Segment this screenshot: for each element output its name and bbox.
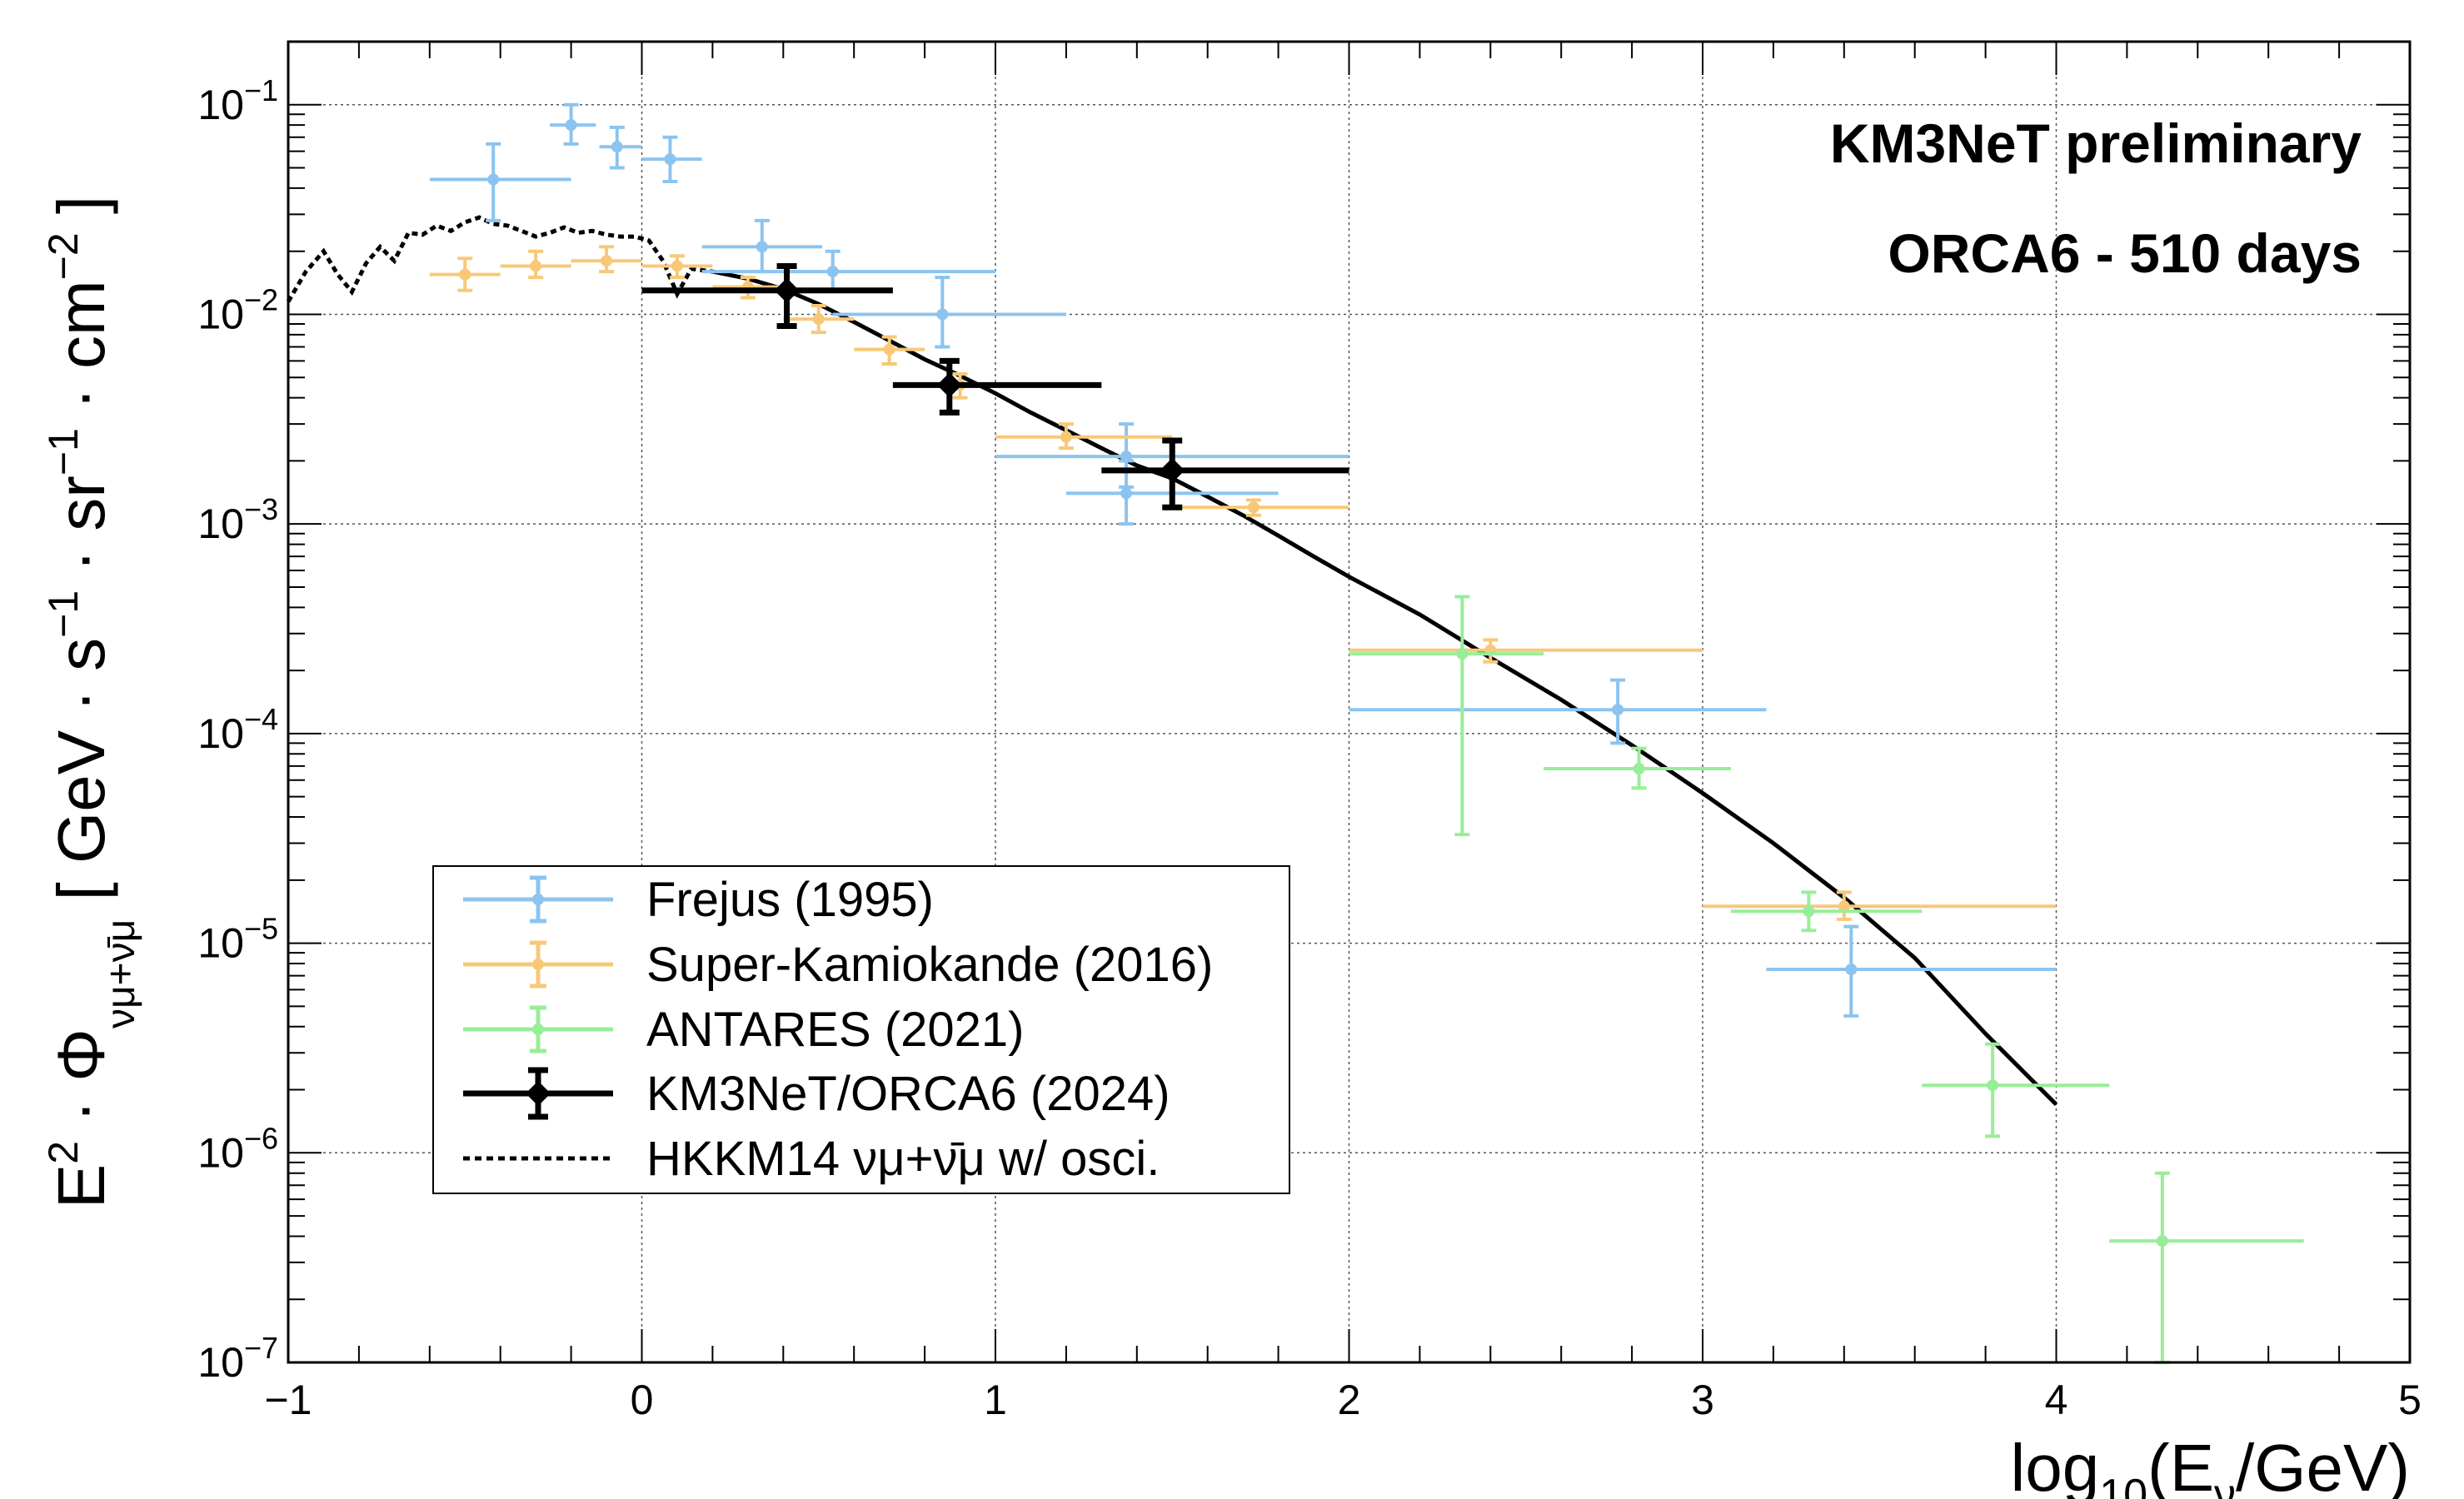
x-tick-label: −1 [264, 1377, 312, 1423]
data-point [1349, 678, 1767, 745]
data-marker [936, 372, 962, 398]
data-marker [826, 266, 839, 278]
data-marker [1060, 431, 1072, 443]
data-point [500, 249, 571, 280]
data-point [854, 335, 925, 366]
series-layer [429, 102, 2304, 1364]
data-point [1349, 595, 1544, 837]
data-marker [1120, 487, 1133, 500]
data-marker [774, 277, 800, 303]
annotation-exposure: ORCA6 - 510 days [1888, 222, 2362, 284]
legend-label-antares: ANTARES (2021) [646, 1003, 1024, 1057]
data-point [641, 254, 713, 280]
y-tick-label: 10−3 [197, 492, 278, 547]
y-tick-label: 10−1 [197, 73, 278, 128]
data-point [1543, 746, 1731, 790]
series-km3net-orca6-2024 [641, 262, 1349, 510]
data-marker [565, 119, 577, 132]
data-point [1730, 890, 1923, 933]
data-point [892, 357, 1102, 416]
data-marker [1633, 763, 1645, 775]
data-point [1349, 638, 1703, 664]
y-tick-label: 10−7 [197, 1331, 278, 1386]
data-point [1101, 437, 1349, 510]
minor-ticks [287, 41, 2411, 1363]
data-point [571, 245, 642, 274]
data-point [599, 125, 642, 170]
data-point [1766, 924, 2057, 1018]
x-tick-label: 2 [1338, 1377, 1361, 1423]
y-tick-label: 10−6 [197, 1121, 278, 1176]
data-point [701, 249, 995, 292]
data-marker [936, 308, 949, 321]
data-point [550, 102, 596, 146]
legend-entry-frejus: Frejus (1995) [463, 873, 934, 927]
data-point [783, 304, 855, 335]
data-marker [1160, 457, 1185, 483]
data-marker [530, 260, 542, 272]
data-marker [1612, 704, 1624, 716]
y-tick-labels: 10−7 10−6 10−5 10−4 10−3 10−2 10−1 [197, 73, 278, 1386]
x-tick-label: 5 [2398, 1377, 2422, 1423]
legend-label-hkkm14: HKKM14 νμ+ν̄μ w/ osci. [646, 1132, 1160, 1186]
model-layer [286, 215, 2058, 1107]
plot-frame [287, 40, 2412, 1364]
grid [288, 42, 2410, 1362]
model-curve-solid [711, 269, 2058, 1107]
data-marker [671, 260, 683, 272]
data-marker [1247, 501, 1259, 514]
data-marker [1803, 905, 1815, 918]
data-marker [812, 313, 825, 326]
x-tick-label: 3 [1691, 1377, 1714, 1423]
data-marker [601, 255, 613, 267]
data-marker [459, 268, 471, 281]
legend-label-km3net-orca6: KM3NeT/ORCA6 (2024) [646, 1067, 1170, 1121]
data-point [641, 135, 702, 184]
x-tick-labels: −1 0 1 2 3 4 5 [264, 1377, 2421, 1423]
data-marker [1987, 1079, 1999, 1092]
x-tick-label: 1 [984, 1377, 1007, 1423]
data-point [429, 256, 501, 292]
legend-label-super-kamiokande: Super-Kamiokande (2016) [646, 938, 1213, 992]
y-axis-title: E2 · Φνμ+ν̄μ [ GeV · s−1 · sr−1 · cm−2 ] [40, 196, 143, 1208]
series-frejus-1995 [429, 102, 2057, 1018]
data-marker [611, 141, 623, 153]
legend-entry-super-kamiokande: Super-Kamiokande (2016) [463, 938, 1213, 992]
legend-entry-km3net-orca6: KM3NeT/ORCA6 (2024) [463, 1067, 1170, 1121]
data-point [832, 276, 1066, 349]
legend: Frejus (1995) Super-Kamiokande (2016) AN… [432, 865, 1290, 1194]
data-marker [487, 173, 500, 186]
y-tick-label: 10−5 [197, 912, 278, 967]
x-axis-title: log10(Eν/GeV) [2010, 1431, 2410, 1499]
data-point [1703, 890, 2057, 921]
data-marker [664, 153, 676, 166]
y-tick-label: 10−4 [197, 702, 278, 757]
data-point [1922, 1042, 2110, 1138]
data-marker [1845, 964, 1858, 976]
data-point [429, 142, 571, 222]
x-tick-label: 4 [2045, 1377, 2068, 1423]
legend-entry-hkkm14: HKKM14 νμ+ν̄μ w/ osci. [463, 1132, 1160, 1186]
legend-label-frejus: Frejus (1995) [646, 873, 934, 927]
data-marker [2156, 1235, 2168, 1248]
data-marker [1838, 900, 1850, 913]
data-point [1172, 498, 1349, 517]
series-antares-2021 [1349, 595, 2304, 1364]
data-marker [883, 343, 895, 356]
x-tick-label: 0 [631, 1377, 654, 1423]
legend-entry-antares: ANTARES (2021) [463, 1003, 1024, 1057]
y-tick-label: 10−2 [197, 282, 278, 337]
data-point [995, 422, 1173, 451]
data-marker [756, 241, 768, 253]
data-marker [1456, 648, 1469, 660]
data-point [641, 262, 893, 329]
annotation-preliminary: KM3NeT preliminary [1830, 112, 2362, 174]
series-super-kamiokande-2016 [429, 245, 2057, 921]
